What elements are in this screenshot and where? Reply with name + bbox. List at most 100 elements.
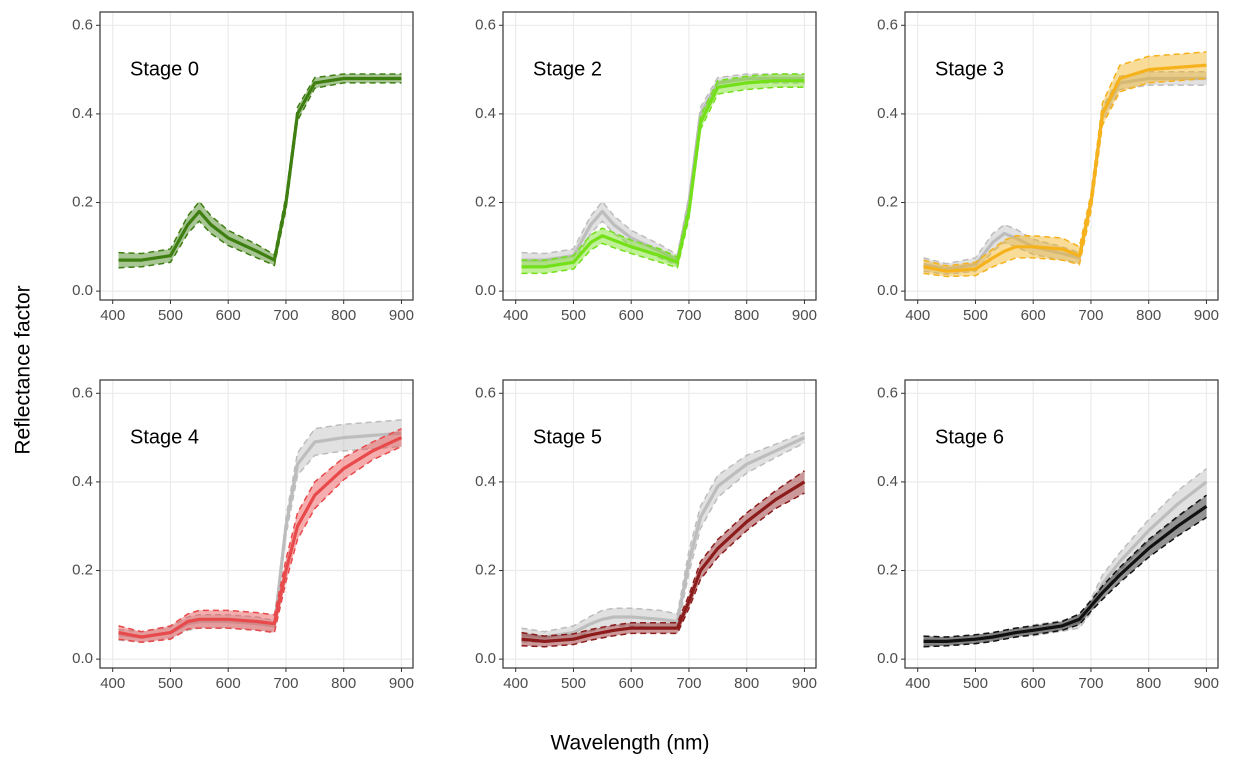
plot-background	[905, 380, 1218, 668]
panel: 0.0 0.2 0.4 0.6 400 500 600 700 800 900 Stage 5	[475, 379, 817, 692]
band-upper	[521, 431, 805, 633]
annotation: Stage 4	[130, 426, 199, 448]
annotation: Stage 5	[533, 426, 602, 448]
band-lower	[923, 516, 1207, 648]
y-tick-label: 0.2	[475, 561, 496, 578]
panel: 0.0 0.2 0.4 0.6 400 500 600 700 800 900 Stage 0	[72, 11, 414, 324]
x-tick-label: 800	[331, 307, 356, 324]
y-tick-label: 0.2	[72, 193, 93, 210]
x-tick-label: 800	[734, 307, 759, 324]
y-tick-label: 0.4	[72, 105, 93, 122]
x-tick-label: 700	[676, 307, 701, 324]
line	[521, 480, 806, 643]
x-tick-label: 700	[1078, 307, 1103, 324]
plot-border	[99, 379, 414, 669]
band-lower	[118, 82, 402, 269]
band-upper	[118, 73, 402, 256]
x-tick-label: 800	[1136, 307, 1161, 324]
y-tick-label: 0.0	[72, 650, 93, 667]
panel: 0.0 0.2 0.4 0.6 400 500 600 700 800 900 Stage 4	[72, 379, 414, 692]
band-lower	[923, 494, 1207, 648]
x-tick-label: 400	[905, 675, 930, 692]
x-tick-label: 900	[1194, 307, 1219, 324]
y-tick-label: 0.0	[72, 282, 93, 299]
plot-border	[502, 379, 817, 669]
line	[923, 63, 1207, 273]
band-upper	[521, 470, 805, 637]
line	[118, 436, 403, 639]
x-tick-label: 600	[619, 675, 644, 692]
y-tick-label: 0.2	[877, 193, 898, 210]
y-tick-label: 0.2	[72, 561, 93, 578]
band-upper	[118, 419, 402, 633]
line	[923, 504, 1208, 643]
y-tick-label: 0.6	[877, 16, 898, 33]
y-tick-label: 0.6	[475, 16, 496, 33]
x-tick-label: 400	[100, 307, 125, 324]
band-lower	[118, 445, 402, 644]
y-tick-label: 0.0	[877, 650, 898, 667]
y-tick-label: 0.0	[475, 650, 496, 667]
x-tick-label: 800	[331, 675, 356, 692]
panel: 0.0 0.2 0.4 0.6 400 500 600 700 800 900 Stage 6	[877, 379, 1219, 692]
line	[521, 436, 806, 639]
band-lower	[521, 492, 805, 648]
x-tick-label: 400	[503, 675, 528, 692]
line	[521, 79, 805, 269]
y-tick-label: 0.2	[475, 193, 496, 210]
annotation: Stage 2	[533, 58, 602, 80]
x-tick-label: 400	[503, 307, 528, 324]
y-tick-label: 0.0	[475, 282, 496, 299]
y-tick-label: 0.6	[475, 384, 496, 401]
y-tick-label: 0.4	[877, 473, 898, 490]
line	[118, 76, 402, 262]
x-tick-label: 500	[963, 307, 988, 324]
y-tick-label: 0.4	[475, 105, 496, 122]
y-tick-label: 0.2	[877, 561, 898, 578]
x-tick-label: 500	[158, 307, 183, 324]
panel: 0.0 0.2 0.4 0.6 400 500 600 700 800 900 Stage 2	[475, 11, 817, 324]
y-axis-title: Reflectance factor	[12, 285, 35, 454]
x-tick-label: 700	[273, 675, 298, 692]
band-lower	[521, 86, 805, 275]
x-tick-label: 900	[389, 307, 414, 324]
annotation: Stage 3	[935, 58, 1004, 80]
y-tick-label: 0.6	[72, 384, 93, 401]
x-axis-title: Wavelength (nm)	[550, 732, 709, 755]
band-upper	[923, 51, 1207, 267]
y-tick-label: 0.4	[475, 473, 496, 490]
plot-border	[904, 379, 1219, 669]
x-tick-label: 600	[1021, 307, 1046, 324]
band	[923, 51, 1207, 277]
x-tick-label: 800	[1136, 675, 1161, 692]
line	[521, 76, 805, 262]
y-tick-label: 0.4	[72, 473, 93, 490]
band	[118, 74, 402, 268]
x-tick-label: 700	[676, 675, 701, 692]
band-upper	[521, 73, 805, 261]
band-lower	[923, 77, 1207, 278]
band-upper	[521, 73, 805, 256]
band	[521, 74, 805, 268]
panel: 0.0 0.2 0.4 0.6 400 500 600 700 800 900 Stage 3	[877, 11, 1219, 324]
x-tick-label: 900	[792, 675, 817, 692]
plot-border	[904, 11, 1219, 301]
x-tick-label: 500	[963, 675, 988, 692]
band	[521, 432, 805, 643]
x-tick-label: 700	[1078, 675, 1103, 692]
x-tick-label: 900	[1194, 675, 1219, 692]
y-tick-label: 0.4	[877, 105, 898, 122]
plot-border	[99, 11, 414, 301]
x-tick-label: 400	[905, 307, 930, 324]
y-tick-label: 0.6	[72, 16, 93, 33]
x-tick-label: 500	[561, 675, 586, 692]
y-tick-label: 0.0	[877, 282, 898, 299]
annotation: Stage 6	[935, 426, 1004, 448]
x-tick-label: 600	[619, 307, 644, 324]
x-tick-label: 600	[216, 307, 241, 324]
y-tick-label: 0.6	[877, 384, 898, 401]
band-upper	[923, 468, 1207, 638]
band-upper	[118, 428, 402, 633]
x-tick-label: 900	[389, 675, 414, 692]
